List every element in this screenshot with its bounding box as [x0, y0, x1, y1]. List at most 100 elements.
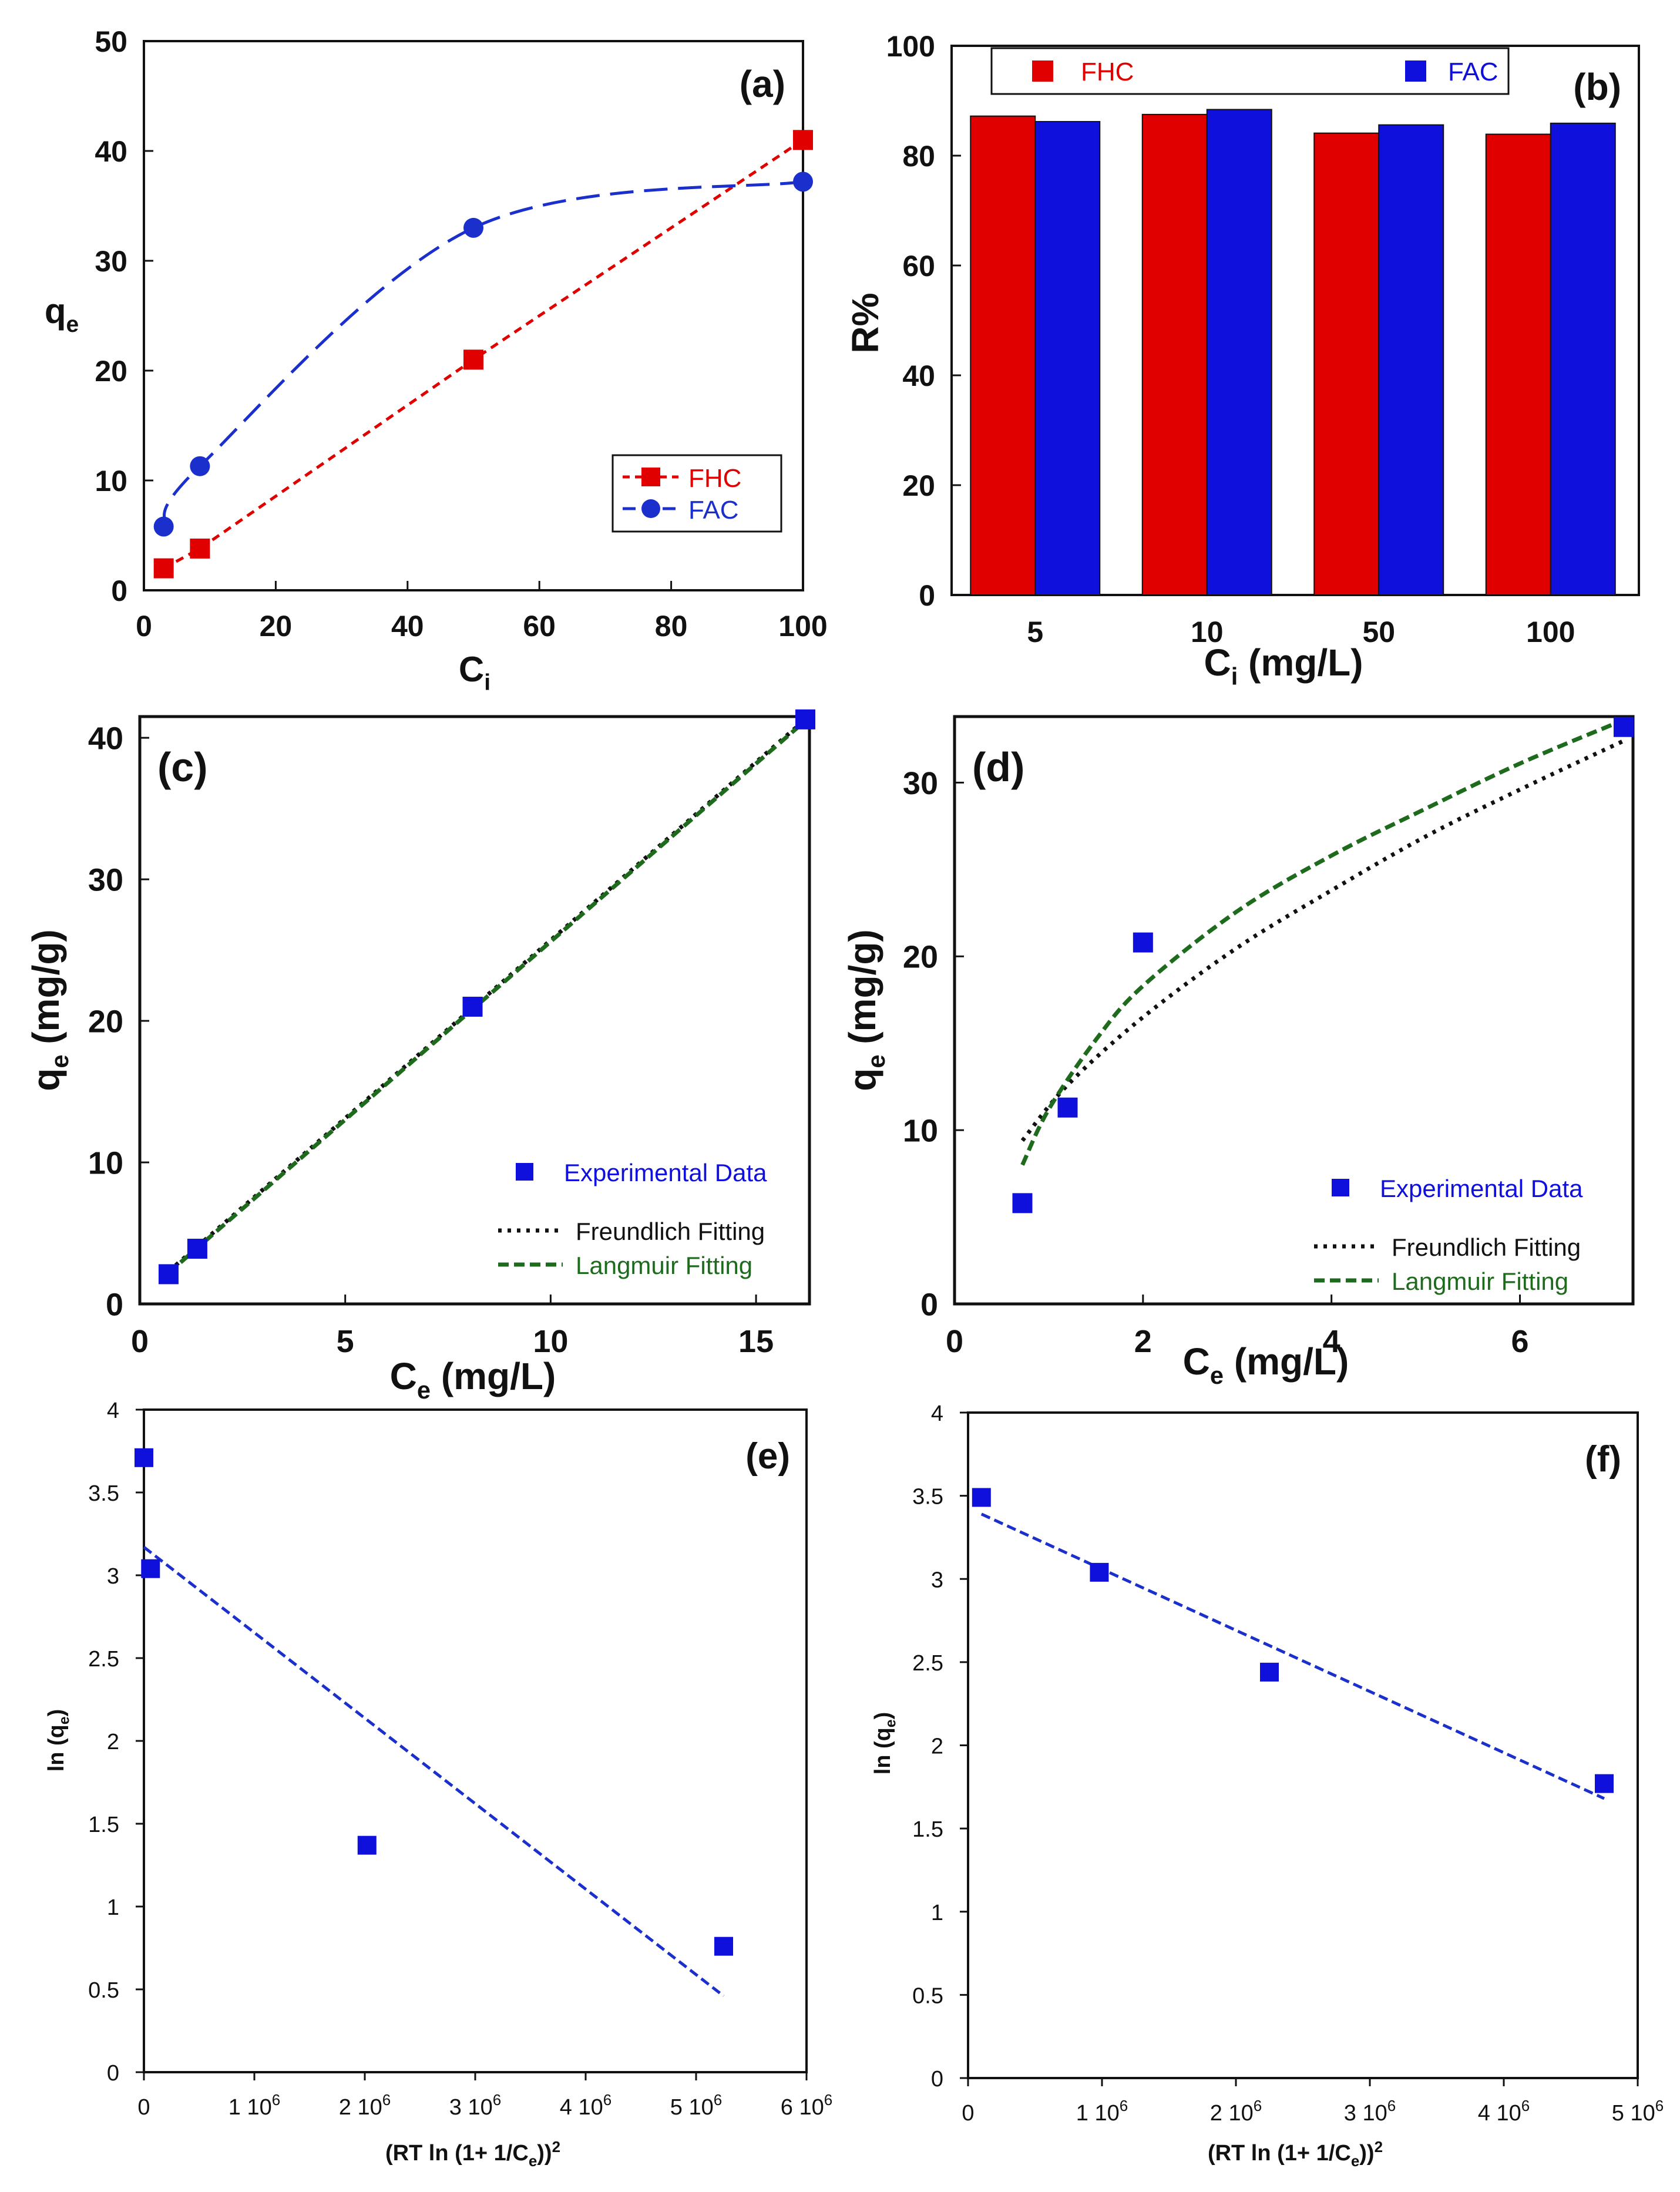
x-tick-label: 2 106	[1210, 2097, 1262, 2126]
x-tick-label: 1 106	[1076, 2097, 1128, 2126]
legend-box	[611, 454, 782, 533]
x-tick-label: 4 106	[1478, 2097, 1530, 2126]
y-tick-label: 0.5	[88, 1978, 119, 2003]
bar-fhc	[1313, 132, 1380, 596]
legend-box	[990, 47, 1510, 95]
fit-line	[143, 1546, 725, 1998]
fit-langmuir-fitting	[1020, 718, 1625, 1166]
y-tick-label: 0.5	[912, 1983, 943, 2008]
panel-tag-c: (c)	[157, 744, 208, 790]
plot-frame	[950, 45, 1640, 596]
category-label: 5	[1027, 616, 1043, 648]
x-axis-title: Ci (mg/L)	[1204, 641, 1363, 690]
x-tick-label: 60	[523, 610, 556, 643]
y-tick-label: 2	[107, 1730, 119, 1754]
panel-tag-e: (e)	[745, 1436, 790, 1477]
legend-label-fac: FAC	[688, 496, 739, 525]
legend-label-fac: FAC	[1448, 58, 1498, 86]
chart-e: 0 1 106 2 106 3 106 4 106 5 106 6 106 0 0.5 1 1.5 2…	[44, 1398, 832, 2170]
plot-frame	[143, 40, 804, 591]
legend-d: Experimental Data Freundlich Fitting Langm…	[1314, 1175, 1583, 1295]
x-tick-label: 0	[136, 610, 152, 643]
y-axis-title: qe (mg/g)	[841, 929, 890, 1091]
y-axis-title: ln (qe)	[44, 1709, 73, 1772]
x-tick-label: 4 106	[560, 2091, 611, 2120]
x-tick-label: 6	[1511, 1324, 1528, 1359]
series-line-fac	[162, 180, 804, 527]
legend-marker-experimental	[516, 1163, 533, 1181]
point-data	[972, 1488, 991, 1507]
plot-frame	[143, 1408, 808, 2073]
legend-label-fit: Freundlich Fitting	[576, 1218, 765, 1245]
point-experimental	[462, 996, 483, 1017]
category-label: 100	[1526, 616, 1575, 648]
y-tick-label: 1.5	[912, 1817, 943, 1842]
category-label: 50	[1362, 616, 1395, 648]
x-axis-title: Ce (mg/L)	[1183, 1340, 1349, 1389]
y-tick-label: 20	[88, 1004, 123, 1040]
bar-fac	[1550, 122, 1616, 596]
y-tick-label: 80	[902, 140, 935, 173]
legend-marker-fhc	[1032, 60, 1053, 82]
panel-tag-d: (d)	[972, 744, 1024, 790]
y-tick-label: 40	[902, 359, 935, 392]
x-axis-title: (RT ln (1+ 1/Ce))2	[385, 2138, 560, 2170]
point-experimental	[187, 1239, 207, 1259]
chart-b: 0 20 40 60 80 100 5 10 50 100 (b) Ci (mg/L) R% FHC FAC	[844, 30, 1640, 690]
legend-label-fhc: FHC	[688, 464, 741, 493]
y-tick-label: 3	[931, 1568, 943, 1592]
y-tick-label: 40	[95, 135, 127, 168]
point-fac	[463, 217, 483, 238]
legend-label-fit: Freundlich Fitting	[1392, 1233, 1581, 1261]
x-tick-label: 0	[137, 2095, 150, 2120]
point-experimental	[1057, 1097, 1078, 1118]
x-tick-label: 1 106	[229, 2091, 280, 2120]
y-tick-label: 4	[107, 1398, 119, 1423]
y-axis-title: ln (qe)	[871, 1712, 899, 1775]
point-data	[135, 1448, 153, 1467]
y-tick-label: 3.5	[88, 1481, 119, 1506]
y-tick-label: 1	[107, 1895, 119, 1920]
panel-tag-b: (b)	[1573, 66, 1621, 108]
point-experimental	[1012, 1193, 1033, 1213]
plot-frame	[953, 715, 1635, 1306]
point-experimental	[158, 1264, 179, 1285]
y-axis-title: qe	[45, 291, 79, 337]
legend-label-experimental: Experimental Data	[564, 1159, 767, 1186]
point-data	[714, 1937, 733, 1956]
point-fac	[793, 172, 813, 192]
legend-label-fhc: FHC	[1081, 58, 1134, 86]
y-tick-label: 20	[95, 355, 127, 388]
fit-freundlich-fitting	[1020, 739, 1625, 1142]
x-tick-label: 5	[337, 1324, 354, 1359]
bar-fac	[1206, 109, 1272, 596]
bar-fac	[1034, 121, 1101, 596]
point-data	[1090, 1562, 1109, 1582]
x-tick-label: 80	[655, 610, 688, 643]
legend-marker-experimental	[1332, 1179, 1349, 1196]
y-tick-label: 0	[107, 2061, 119, 2086]
x-tick-label: 2 106	[339, 2091, 391, 2120]
y-tick-label: 10	[88, 1145, 123, 1181]
y-tick-label: 50	[95, 25, 127, 58]
x-tick-label: 10	[533, 1324, 568, 1359]
point-fhc	[190, 538, 210, 559]
bar-fhc	[1485, 133, 1551, 596]
x-tick-label: 6 106	[781, 2091, 832, 2120]
legend-label-experimental: Experimental Data	[1380, 1175, 1583, 1202]
legend-marker-fac	[641, 499, 660, 518]
x-tick-label: 40	[391, 610, 424, 643]
x-tick-label: 20	[260, 610, 293, 643]
panel-tag-a: (a)	[740, 63, 785, 105]
point-fac	[153, 516, 174, 537]
y-tick-label: 3	[107, 1564, 119, 1589]
y-tick-label: 0	[106, 1287, 123, 1322]
x-tick-label: 15	[738, 1324, 774, 1359]
y-tick-label: 100	[886, 30, 935, 63]
legend-c: Experimental Data Freundlich Fitting Langm…	[498, 1159, 767, 1279]
y-tick-label: 30	[88, 863, 123, 898]
point-fhc	[793, 130, 813, 150]
x-axis-title: Ce (mg/L)	[390, 1355, 556, 1404]
x-tick-label: 2	[1134, 1324, 1152, 1359]
